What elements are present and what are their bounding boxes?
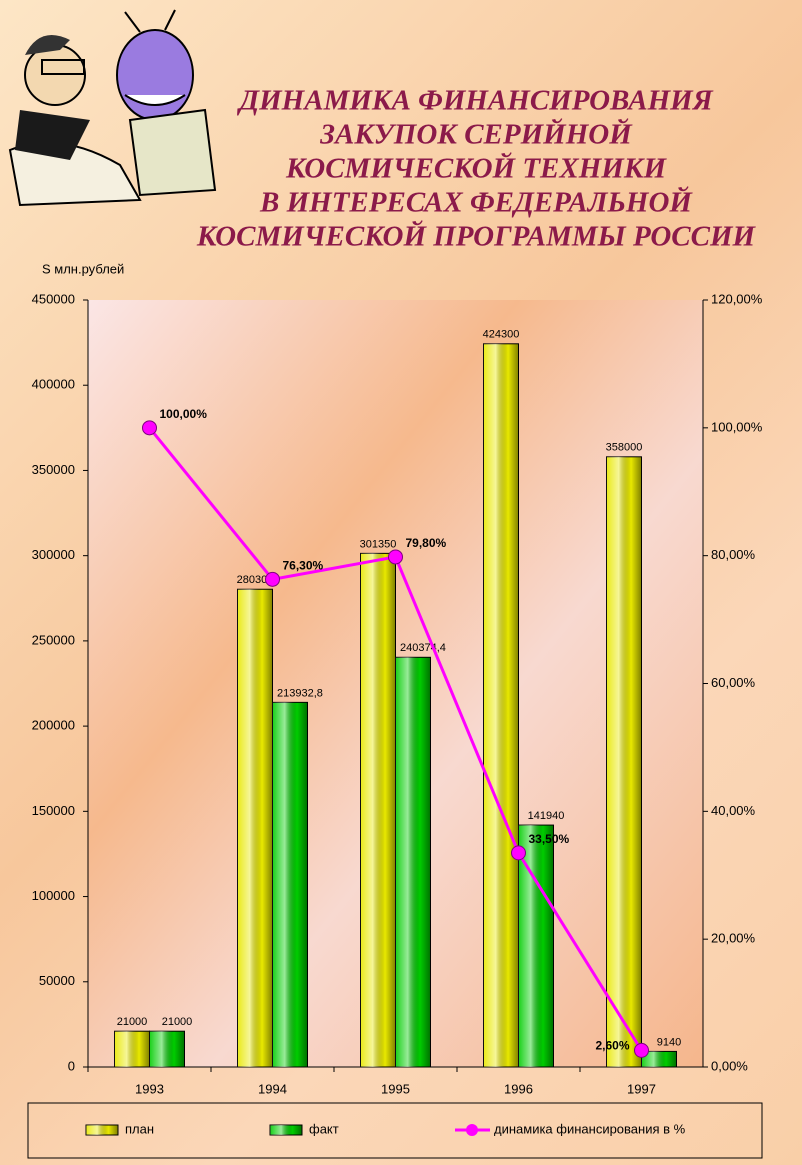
bar-shade [483, 343, 519, 1068]
data-label: 2,60% [595, 1039, 629, 1053]
data-label: 240374,4 [400, 642, 446, 654]
data-label: 358000 [606, 442, 643, 454]
marker [388, 549, 403, 565]
title-line: ДИНАМИКА ФИНАНСИРОВАНИЯ [236, 85, 713, 117]
bar-shade [114, 1031, 150, 1067]
title-line: В ИНТЕРЕСАХ ФЕДЕРАЛЬНОЙ [259, 185, 693, 219]
x-tick-label: 1994 [258, 1081, 287, 1096]
legend-shade [86, 1125, 118, 1135]
y-tick-label: 100000 [32, 888, 75, 903]
marker [142, 420, 157, 436]
bar-shade [149, 1031, 185, 1067]
legend-label: динамика финансирования в % [494, 1121, 686, 1136]
title-line: КОСМИЧЕСКОЙ ТЕХНИКИ [285, 151, 668, 185]
legend-box [27, 1102, 763, 1159]
data-label: 100,00% [160, 407, 208, 421]
data-label: 76,30% [283, 558, 324, 572]
bar-shade [395, 657, 431, 1067]
x-tick-label: 1995 [381, 1081, 410, 1096]
y-tick-label: 200000 [32, 718, 75, 733]
bar-shade [518, 825, 554, 1067]
legend-marker [466, 1124, 478, 1136]
title-line: ЗАКУПОК СЕРИЙНОЙ [319, 117, 633, 151]
y2-tick-label: 120,00% [711, 291, 763, 306]
data-label: 21000 [162, 1016, 193, 1028]
marker [634, 1042, 649, 1058]
y2-tick-label: 40,00% [711, 803, 756, 818]
marker [511, 845, 526, 861]
bar-shade [272, 702, 308, 1067]
title-line: КОСМИЧЕСКОЙ ПРОГРАММЫ РОССИИ [196, 219, 757, 253]
x-tick-label: 1996 [504, 1081, 533, 1096]
y2-tick-label: 20,00% [711, 931, 756, 946]
data-label: 21000 [117, 1016, 148, 1028]
y2-tick-label: 0,00% [711, 1058, 748, 1073]
bar-shade [606, 456, 642, 1067]
y-tick-label: 50000 [39, 973, 75, 988]
y-tick-label: 350000 [32, 462, 75, 477]
legend-label: план [125, 1121, 154, 1136]
data-label: 280300 [237, 574, 274, 586]
data-label: 33,50% [529, 832, 570, 846]
x-tick-label: 1993 [135, 1081, 164, 1096]
y-tick-label: 300000 [32, 547, 75, 562]
y2-tick-label: 80,00% [711, 547, 756, 562]
data-label: 79,80% [406, 536, 447, 550]
y-tick-label: 0 [68, 1058, 75, 1073]
y-tick-label: 450000 [32, 291, 75, 306]
legend-label: факт [309, 1121, 339, 1136]
data-label: 9140 [657, 1036, 681, 1048]
y-tick-label: 250000 [32, 632, 75, 647]
cartoon [8, 9, 217, 207]
bar-shade [641, 1051, 677, 1067]
y2-tick-label: 60,00% [711, 675, 756, 690]
legend-shade [270, 1125, 302, 1135]
bar-shade [237, 589, 273, 1067]
data-label: 213932,8 [277, 687, 323, 699]
marker [265, 571, 280, 587]
y-axis-label: S млн.рублей [42, 261, 124, 276]
y-tick-label: 150000 [32, 803, 75, 818]
data-label: 301350 [360, 538, 397, 550]
data-label: 141940 [528, 810, 565, 822]
bar-shade [360, 553, 396, 1067]
data-label: 424300 [483, 329, 520, 341]
x-tick-label: 1997 [627, 1081, 656, 1096]
y-tick-label: 400000 [32, 377, 75, 392]
y2-tick-label: 100,00% [711, 419, 763, 434]
